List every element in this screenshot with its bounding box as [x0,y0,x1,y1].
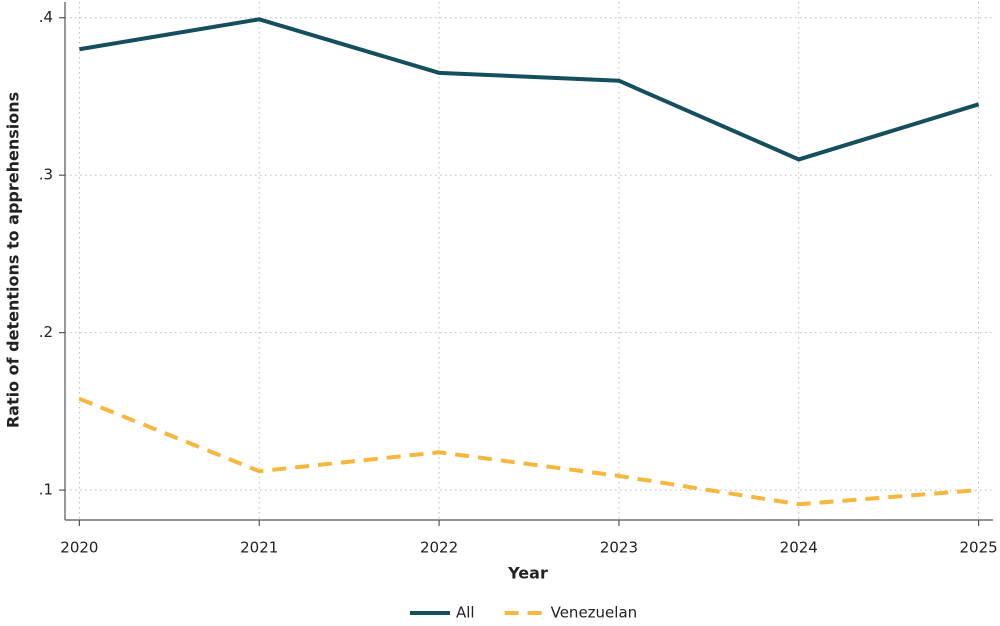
x-tick-label: 2021 [240,539,278,557]
x-tick-label: 2022 [420,539,458,557]
legend-label: Venezuelan [551,604,638,622]
series-line [79,17,980,162]
y-tick-label: .4 [39,8,53,26]
x-tick-label: 2020 [60,539,98,557]
x-tick-label: 2024 [780,539,818,557]
x-tick-label: 2025 [960,539,998,557]
y-tick-label: .2 [39,323,53,341]
y-tick-label: .1 [39,481,53,499]
y-axis-label: Ratio of detentions to apprehensions [4,92,23,428]
x-axis-label: Year [507,564,548,583]
y-tick-label: .3 [39,166,53,184]
legend-label: All [456,604,475,622]
series-line [78,396,979,507]
x-tick-label: 2023 [600,539,638,557]
